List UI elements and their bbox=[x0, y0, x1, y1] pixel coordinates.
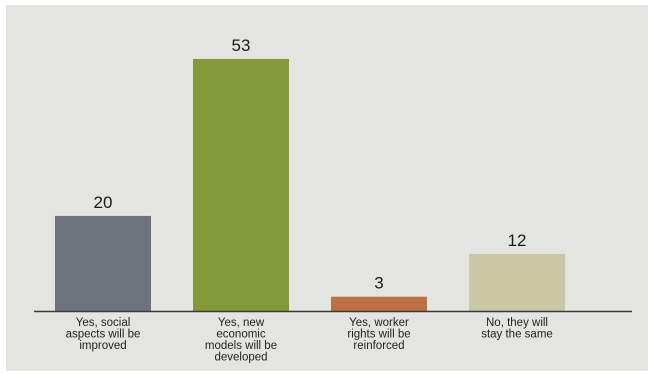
data-label-2: 53 bbox=[232, 36, 251, 55]
category-label-2: Yes, new economic models will be developed bbox=[205, 317, 277, 364]
data-label-4: 12 bbox=[508, 231, 527, 250]
bar-3 bbox=[331, 296, 427, 311]
category-label-3: Yes, worker rights will be reinforced bbox=[347, 317, 410, 352]
bar-2 bbox=[193, 59, 289, 311]
bar-4 bbox=[469, 253, 565, 311]
data-label-3: 3 bbox=[374, 274, 383, 293]
data-label-1: 20 bbox=[94, 193, 113, 212]
category-label-1: Yes, social aspects will be improved bbox=[66, 317, 141, 352]
bar-1 bbox=[55, 215, 151, 311]
category-label-4: No, they will stay the same bbox=[481, 317, 553, 341]
